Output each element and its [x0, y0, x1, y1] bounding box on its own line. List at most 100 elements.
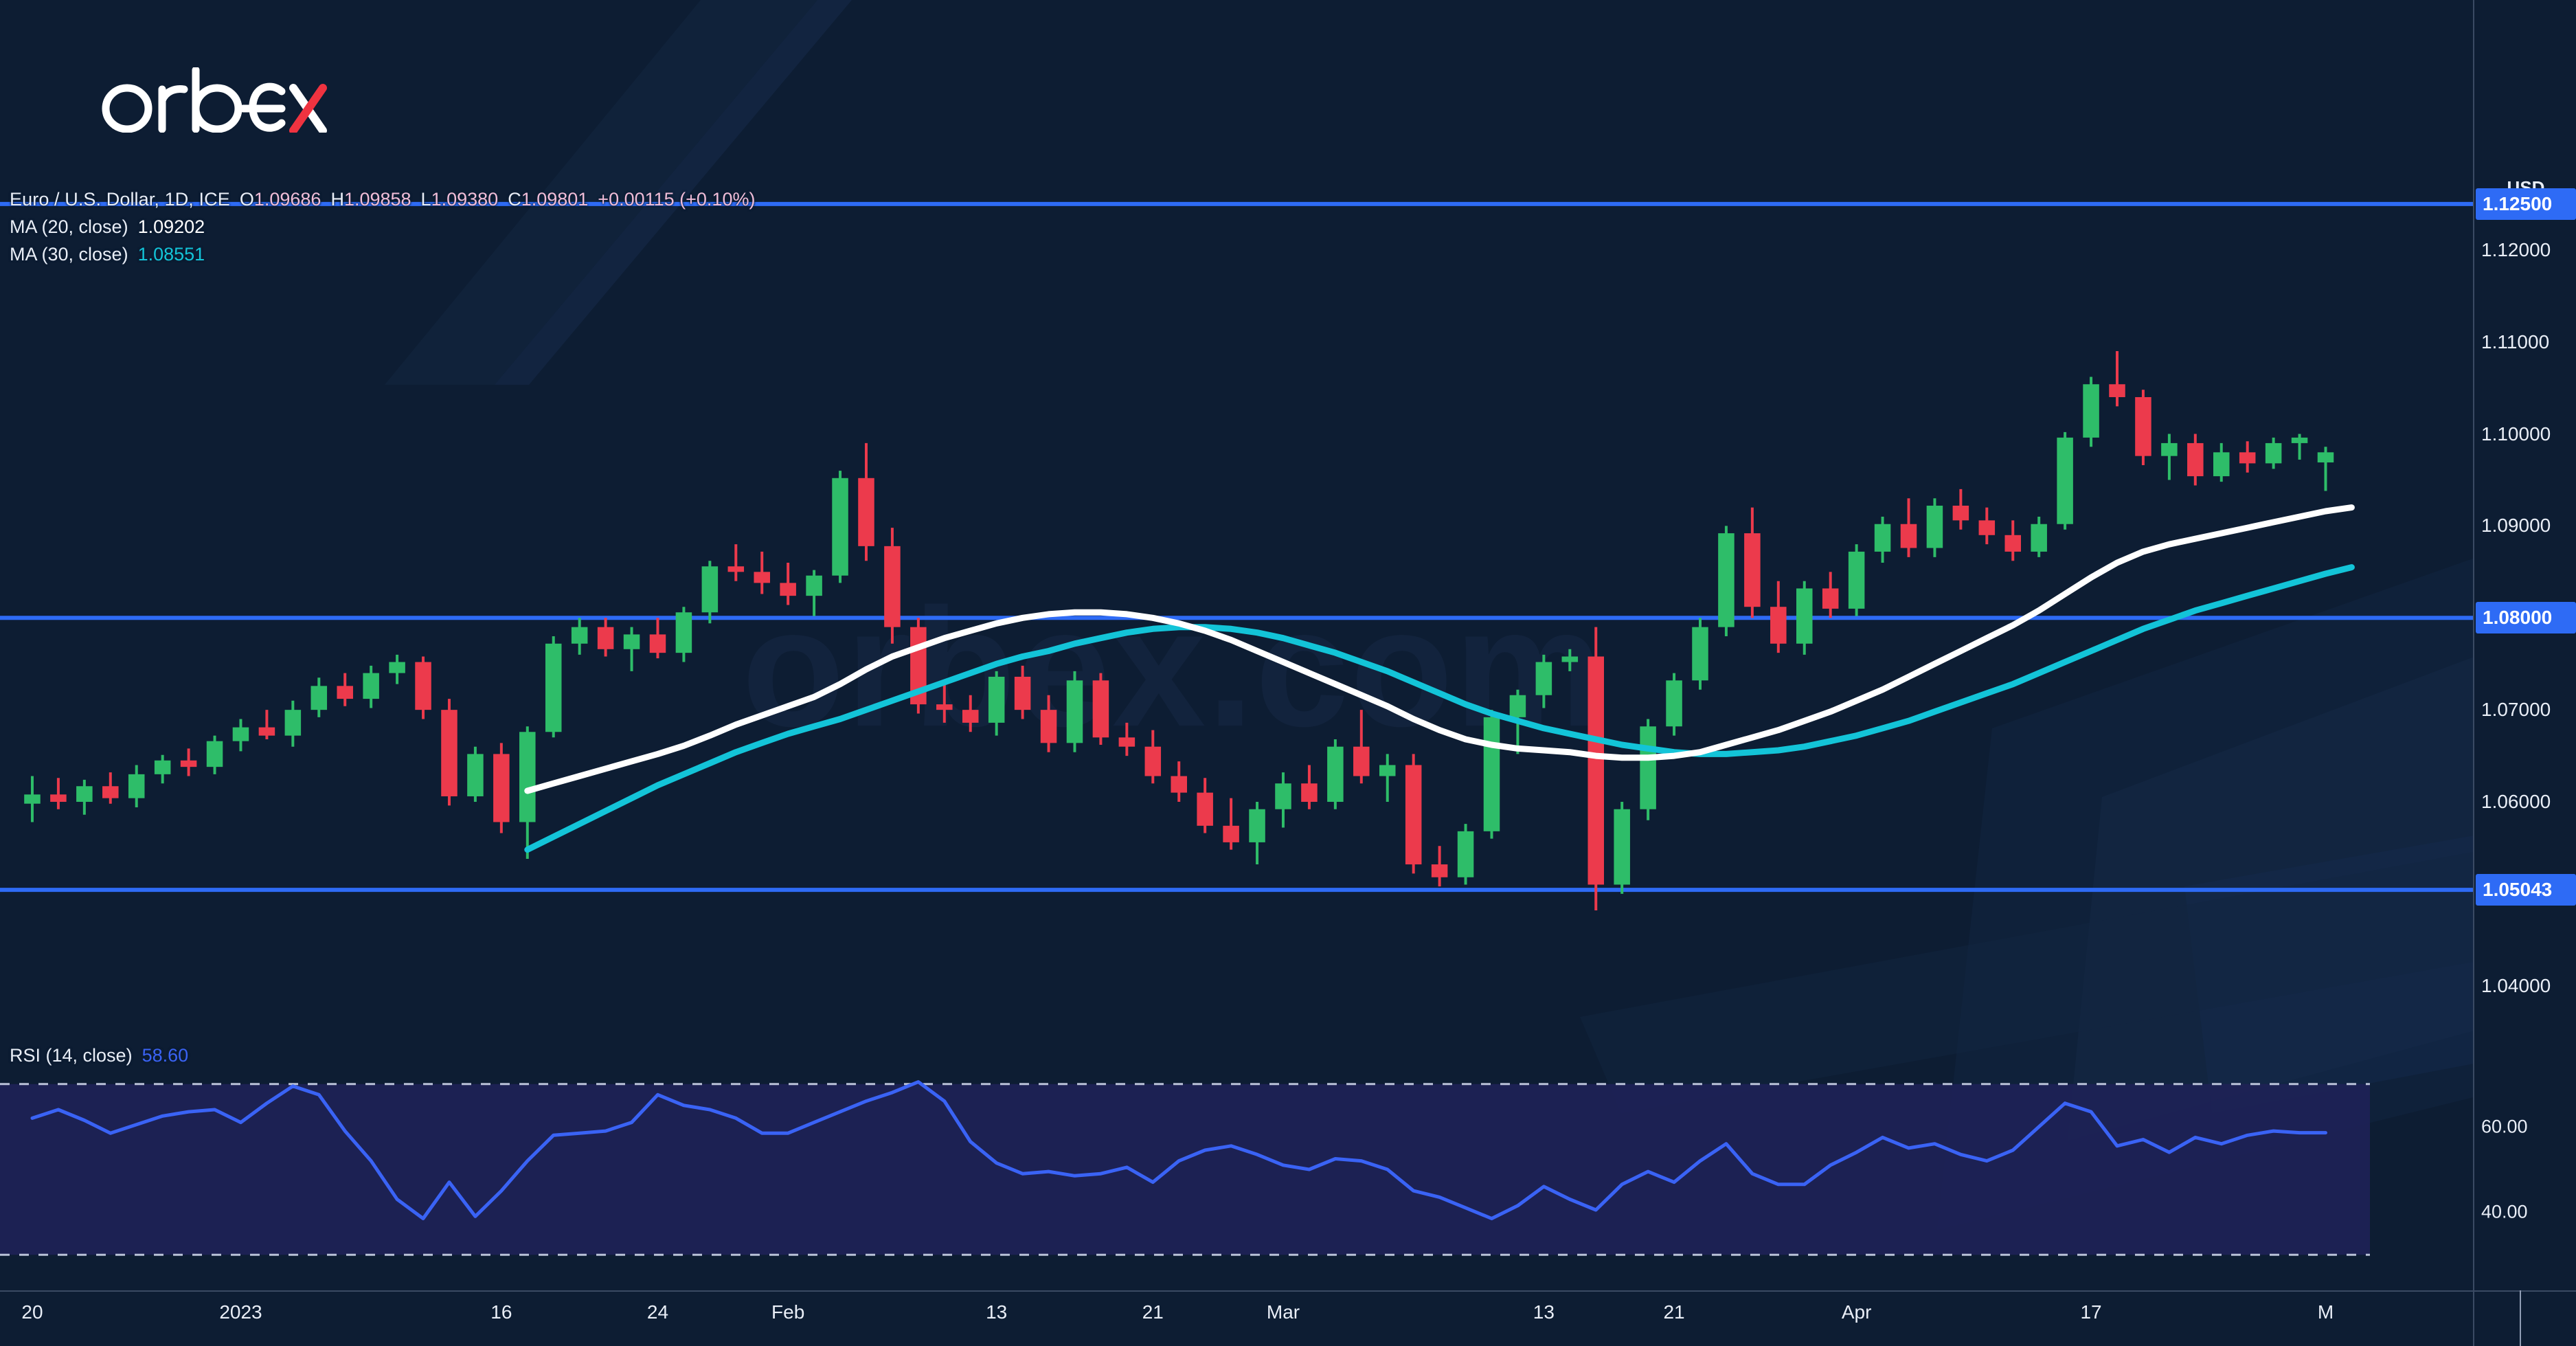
- candle-body: [1535, 662, 1552, 695]
- candle-body: [1692, 627, 1708, 681]
- orbex-logo: [102, 67, 328, 133]
- candle-body: [1874, 524, 1891, 552]
- candle-body: [24, 794, 41, 804]
- candle-body: [754, 572, 770, 583]
- price-tick: 1.07000: [2481, 699, 2551, 721]
- candle-body: [389, 662, 405, 673]
- candle-body: [988, 676, 1005, 723]
- rsi-label: RSI (14, close): [10, 1045, 133, 1066]
- candle-body: [1197, 792, 1213, 826]
- ma20-legend-row: MA (20, close) 1.09202: [10, 214, 755, 239]
- candle-body: [284, 710, 302, 736]
- candle-body: [1144, 746, 1162, 776]
- ohlc-low: L1.09380: [420, 189, 499, 210]
- symbol-title: Euro / U.S. Dollar, 1D, ICE: [10, 189, 230, 210]
- candle-body: [1066, 680, 1083, 743]
- ma30-legend-row: MA (30, close) 1.08551: [10, 242, 755, 267]
- price-axis[interactable]: USD 1.125001.120001.110001.100001.090001…: [2473, 0, 2576, 1290]
- candle-body: [2187, 442, 2204, 477]
- ma30-line: [524, 564, 2355, 853]
- price-tick: 1.09000: [2481, 515, 2551, 537]
- candle-body: [1822, 588, 1839, 609]
- candle-body: [1978, 520, 1996, 535]
- candle-body: [1118, 737, 1136, 747]
- candle-body: [806, 575, 822, 596]
- time-tick: 16: [490, 1301, 512, 1323]
- candle-body: [571, 627, 588, 644]
- candle-body: [519, 732, 536, 822]
- candle-body: [597, 627, 614, 649]
- chart-legend: Euro / U.S. Dollar, 1D, ICE O1.09686 H1.…: [10, 187, 755, 267]
- candle-body: [206, 741, 223, 767]
- candle-body: [2057, 437, 2073, 524]
- candle-body: [76, 786, 93, 803]
- candle-body: [1353, 746, 1370, 776]
- price-tick: 1.11000: [2481, 330, 2550, 352]
- ohlc-open: O1.09686: [239, 189, 321, 210]
- candle-body: [1171, 776, 1187, 793]
- price-tick: 1.05043: [2476, 874, 2576, 906]
- candle-body: [102, 786, 119, 798]
- rsi-value: 58.60: [142, 1045, 189, 1066]
- candle-body: [623, 634, 640, 649]
- price-tick: 1.12500: [2476, 188, 2576, 220]
- plot-area: [0, 201, 2473, 1256]
- time-tick: 21: [1663, 1301, 1685, 1323]
- candle-body: [128, 774, 145, 798]
- axis-corner: [2473, 1292, 2576, 1346]
- candle-body: [2265, 442, 2282, 464]
- price-tick: 1.06000: [2481, 791, 2551, 813]
- ma20-label: MA (20, close): [10, 216, 128, 237]
- price-tick: 1.12000: [2481, 238, 2551, 260]
- candle-body: [1926, 505, 1943, 548]
- candle-body: [1014, 676, 1031, 710]
- rsi-legend: RSI (14, close) 58.60: [10, 1045, 188, 1066]
- time-tick: 21: [1142, 1301, 1164, 1323]
- ma30-label: MA (30, close): [10, 244, 128, 265]
- rsi-tick: 40.00: [2481, 1201, 2528, 1222]
- candle-body: [675, 612, 692, 653]
- ohlc-high: H1.09858: [330, 189, 411, 210]
- candle-body: [493, 754, 510, 822]
- candle-body: [1952, 505, 1969, 521]
- price-tick: 1.08000: [2476, 602, 2576, 634]
- price-tick: 1.10000: [2481, 423, 2551, 445]
- rsi-tick: 60.00: [2481, 1116, 2528, 1137]
- candle-body: [415, 662, 431, 710]
- candle-body: [1744, 533, 1761, 607]
- candle-body: [1561, 656, 1579, 662]
- time-axis[interactable]: 20 2023 16 24 Feb 13 21 Mar 13 21 Apr 17 M: [0, 1290, 2576, 1346]
- time-tick: Mar: [1266, 1301, 1300, 1323]
- candle-body: [1509, 695, 1526, 717]
- ma30-value: 1.08551: [137, 244, 205, 265]
- candle-body: [1614, 809, 1630, 885]
- candle-body: [1327, 746, 1344, 803]
- candle-body: [2083, 384, 2099, 438]
- ohlc-close: C1.09801: [508, 189, 589, 210]
- candle-body: [2109, 384, 2125, 397]
- candle-body: [1770, 607, 1787, 644]
- symbol-legend-row: Euro / U.S. Dollar, 1D, ICE O1.09686 H1.…: [10, 187, 755, 212]
- candle-body: [2031, 524, 2047, 552]
- candle-body: [50, 794, 67, 803]
- candle-body: [1588, 656, 1605, 885]
- time-tick: Apr: [1841, 1301, 1872, 1323]
- candle-body: [2317, 452, 2334, 463]
- time-tick: 13: [986, 1301, 1008, 1323]
- rsi-line: [30, 1080, 2327, 1220]
- candle-body: [467, 754, 484, 796]
- candle-body: [962, 710, 979, 723]
- candle-body: [1848, 551, 1865, 609]
- time-tick: 2023: [219, 1301, 262, 1323]
- candle-body: [1301, 783, 1318, 803]
- candle-body: [1457, 831, 1474, 877]
- candle-body: [1275, 783, 1291, 809]
- candle-body: [1431, 864, 1448, 877]
- candle-body: [154, 760, 171, 774]
- candle-body: [649, 634, 666, 653]
- candle-body: [1223, 825, 1239, 842]
- candle-body: [441, 710, 457, 796]
- candle-body: [1796, 588, 1813, 644]
- price-tick: 1.04000: [2481, 974, 2551, 996]
- candle-body: [310, 686, 328, 710]
